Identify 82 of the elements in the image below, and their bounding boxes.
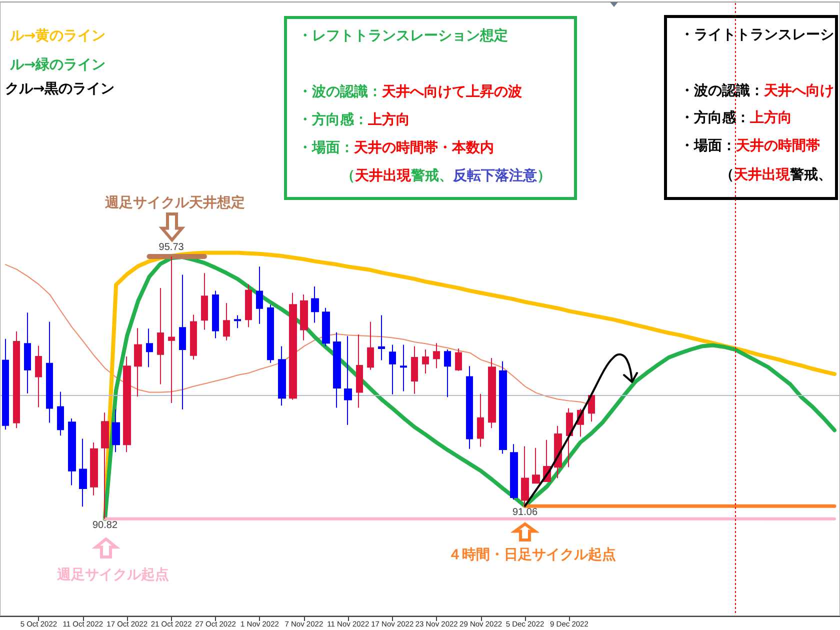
candlestick xyxy=(389,344,396,395)
text: 天井の時間帯 xyxy=(736,138,820,154)
candlestick xyxy=(344,336,352,426)
text: ・レフトトランスレーション想定 xyxy=(298,28,508,44)
text: 反転下落注意 xyxy=(453,168,537,184)
candlestick xyxy=(444,349,451,398)
candlestick xyxy=(322,307,330,347)
text: ・方向感： xyxy=(680,110,750,126)
candlestick xyxy=(455,348,462,372)
candlestick xyxy=(477,393,484,448)
candlestick xyxy=(13,330,20,429)
text: ・波の認識： xyxy=(298,84,382,100)
candlestick xyxy=(24,312,31,394)
candlestick xyxy=(356,334,363,408)
candlestick xyxy=(532,447,540,484)
candlestick xyxy=(234,314,241,329)
text: ・場面： xyxy=(298,140,354,156)
text: 上方向 xyxy=(750,110,792,126)
candlestick xyxy=(289,292,297,400)
text: 天井出現 xyxy=(734,167,790,183)
candlestick xyxy=(566,408,573,468)
candlestick xyxy=(134,328,142,398)
candlestick xyxy=(378,314,385,361)
candlestick xyxy=(190,314,197,360)
candlestick xyxy=(223,302,230,341)
text: ・波の認識： xyxy=(680,83,764,99)
candlestick xyxy=(35,345,42,408)
text: 週足サイクル起点 xyxy=(57,566,169,584)
candlestick xyxy=(101,412,109,520)
text: 上方向 xyxy=(368,112,410,128)
candlestick xyxy=(112,408,120,453)
text: （ xyxy=(720,167,734,183)
candlestick xyxy=(400,344,407,392)
candlestick xyxy=(278,346,286,406)
candlestick xyxy=(46,321,53,424)
candlestick xyxy=(179,274,186,410)
candlestick xyxy=(245,284,252,328)
text: 天井出現 xyxy=(355,168,411,184)
text: ・ライトトランスレーシ xyxy=(680,27,834,43)
candlestick xyxy=(212,290,219,339)
candlestick xyxy=(488,358,496,429)
text: ・方向感： xyxy=(298,112,368,128)
text: 天井の時間帯・本数内 xyxy=(354,140,494,156)
text: ・場面： xyxy=(680,138,736,154)
annotation: 91.06 xyxy=(512,507,538,518)
candlestick xyxy=(499,360,507,454)
candlestick xyxy=(57,391,64,436)
text: ル→緑のライン xyxy=(9,57,106,73)
text: 天井へ向け xyxy=(764,83,834,99)
candlestick xyxy=(311,286,319,324)
candlestick xyxy=(201,272,208,330)
candlestick xyxy=(168,256,175,404)
candlestick xyxy=(79,438,87,508)
candlestick xyxy=(2,338,9,430)
candlestick xyxy=(466,366,473,450)
candlestick xyxy=(146,328,153,368)
candlestick xyxy=(300,294,308,341)
text: （ xyxy=(341,168,355,184)
candlestick xyxy=(90,442,98,496)
text: 週足サイクル天井想定 xyxy=(105,194,245,212)
annotation: 90.82 xyxy=(92,520,118,531)
text: クル→黒のライン xyxy=(5,81,115,97)
candlestick xyxy=(510,444,518,500)
candlestick xyxy=(333,332,341,408)
candlestick xyxy=(588,392,595,422)
candlestick xyxy=(367,321,374,370)
text: 天井へ向けて上昇の波 xyxy=(382,84,522,100)
candlestick xyxy=(521,446,529,507)
candlestick xyxy=(267,304,274,364)
candlestick xyxy=(422,349,429,374)
candlestick xyxy=(68,418,76,486)
text: 警戒、 xyxy=(790,167,832,183)
candlestick xyxy=(411,346,418,394)
text: ル→黄のライン xyxy=(9,28,106,44)
candlestick xyxy=(433,342,440,369)
text: ４時間・日足サイクル起点 xyxy=(448,546,616,564)
candlestick xyxy=(256,266,263,324)
annotation: 95.73 xyxy=(158,242,184,253)
candlestick xyxy=(157,288,164,385)
candlestick xyxy=(123,356,131,453)
text: 警戒、 xyxy=(411,168,453,184)
text: ） xyxy=(537,168,551,184)
